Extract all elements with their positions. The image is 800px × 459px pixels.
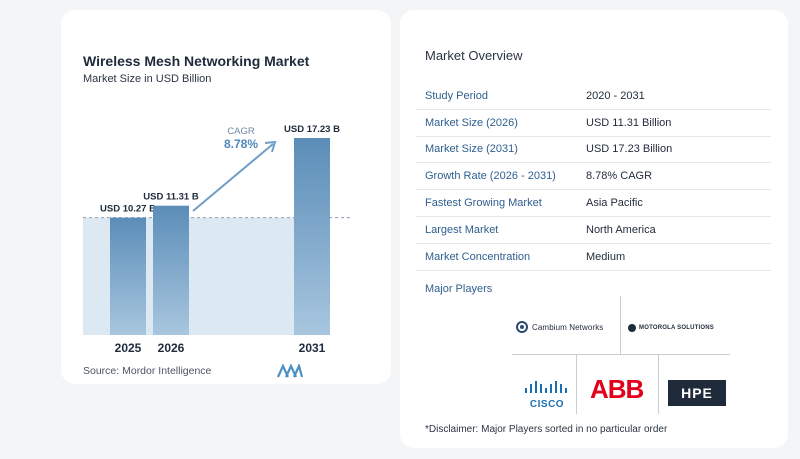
abb-logo: ABB [590, 374, 644, 404]
overview-row-label: Growth Rate (2026 - 2031) [425, 170, 556, 183]
overview-row-label: Market Size (2026) [425, 116, 518, 129]
overview-row-label: Market Concentration [425, 250, 531, 263]
x-tick-label: 2025 [115, 341, 142, 355]
cisco-bars-icon [525, 381, 567, 393]
overview-row: Growth Rate (2026 - 2031) 8.78% CAGR [416, 163, 771, 191]
players-title: Major Players [425, 283, 493, 295]
overview-row-value: Asia Pacific [586, 197, 643, 210]
overview-row-value: Medium [586, 250, 626, 263]
x-tick-label: 2031 [299, 341, 326, 355]
divider [576, 354, 577, 414]
chart-subtitle: Market Size in USD Billion [83, 73, 212, 85]
overview-row-value: North America [586, 223, 656, 236]
overview-row-value: 2020 - 2031 [586, 89, 645, 102]
motorola-name: MOTOROLA SOLUTIONS [639, 325, 714, 331]
overview-row: Market Size (2026) USD 11.31 Billion [416, 110, 771, 137]
cagr-arrow [192, 143, 274, 212]
cagr-label: CAGR [227, 126, 255, 137]
bar-chart: USD 10.27 B 2025 USD 11.31 B 2026 USD 17.23 … [83, 124, 351, 355]
overview-row-label: Largest Market [425, 223, 499, 236]
chart-card: Wireless Mesh Networking Market Market S… [61, 10, 391, 384]
overview-row-label: Market Size (2031) [425, 143, 518, 156]
overview-row-value: USD 17.23 Billion [586, 143, 673, 156]
divider [620, 296, 621, 354]
hpe-logo: HPE [668, 380, 726, 406]
bar [153, 205, 189, 335]
cisco-logo: CISCO [522, 380, 572, 410]
cambium-mark-icon [516, 321, 528, 333]
overview-table: Study Period 2020 - 2031 Market Size (2026… [416, 83, 771, 271]
overview-row: Study Period 2020 - 2031 [416, 83, 771, 110]
chart-source: Source: Mordor Intelligence [83, 365, 212, 377]
overview-row: Fastest Growing Market Asia Pacific [416, 190, 771, 217]
overview-row-value: 8.78% CAGR [586, 170, 653, 183]
x-tick-label: 2026 [158, 341, 185, 355]
overview-row-label: Fastest Growing Market [425, 197, 542, 210]
hpe-name: HPE [681, 385, 713, 401]
motorola-mark-icon [628, 324, 636, 332]
cambium-logo: Cambium Networks [516, 321, 603, 333]
cisco-name: CISCO [529, 399, 565, 410]
data-label: USD 10.27 B [100, 204, 156, 215]
overview-row: Largest Market North America [416, 217, 771, 244]
disclaimer: *Disclaimer: Major Players sorted in no … [425, 424, 668, 435]
divider [512, 354, 730, 355]
overview-row: Market Concentration Medium [416, 244, 771, 271]
data-label: USD 11.31 B [143, 192, 199, 203]
cagr-arrow-head [264, 140, 277, 153]
cagr-value: 8.78% [224, 137, 258, 151]
chart-title: Wireless Mesh Networking Market [83, 53, 310, 69]
cambium-name: Cambium Networks [532, 322, 604, 332]
bar [110, 217, 146, 335]
market-overview-panel: Market Overview Study Period 2020 - 2031 M… [400, 10, 788, 448]
divider [658, 354, 659, 414]
bar [294, 138, 330, 335]
overview-row: Market Size (2031) USD 17.23 Billion [416, 137, 771, 164]
mordor-logo-icon [277, 364, 303, 378]
data-label: USD 17.23 B [284, 124, 340, 135]
major-players-grid: Cambium Networks MOTOROLA SOLUTIONS [500, 286, 740, 421]
motorola-logo: MOTOROLA SOLUTIONS [628, 324, 714, 332]
overview-row-value: USD 11.31 Billion [586, 116, 672, 129]
overview-title: Market Overview [425, 48, 523, 63]
overview-row-label: Study Period [425, 89, 488, 102]
